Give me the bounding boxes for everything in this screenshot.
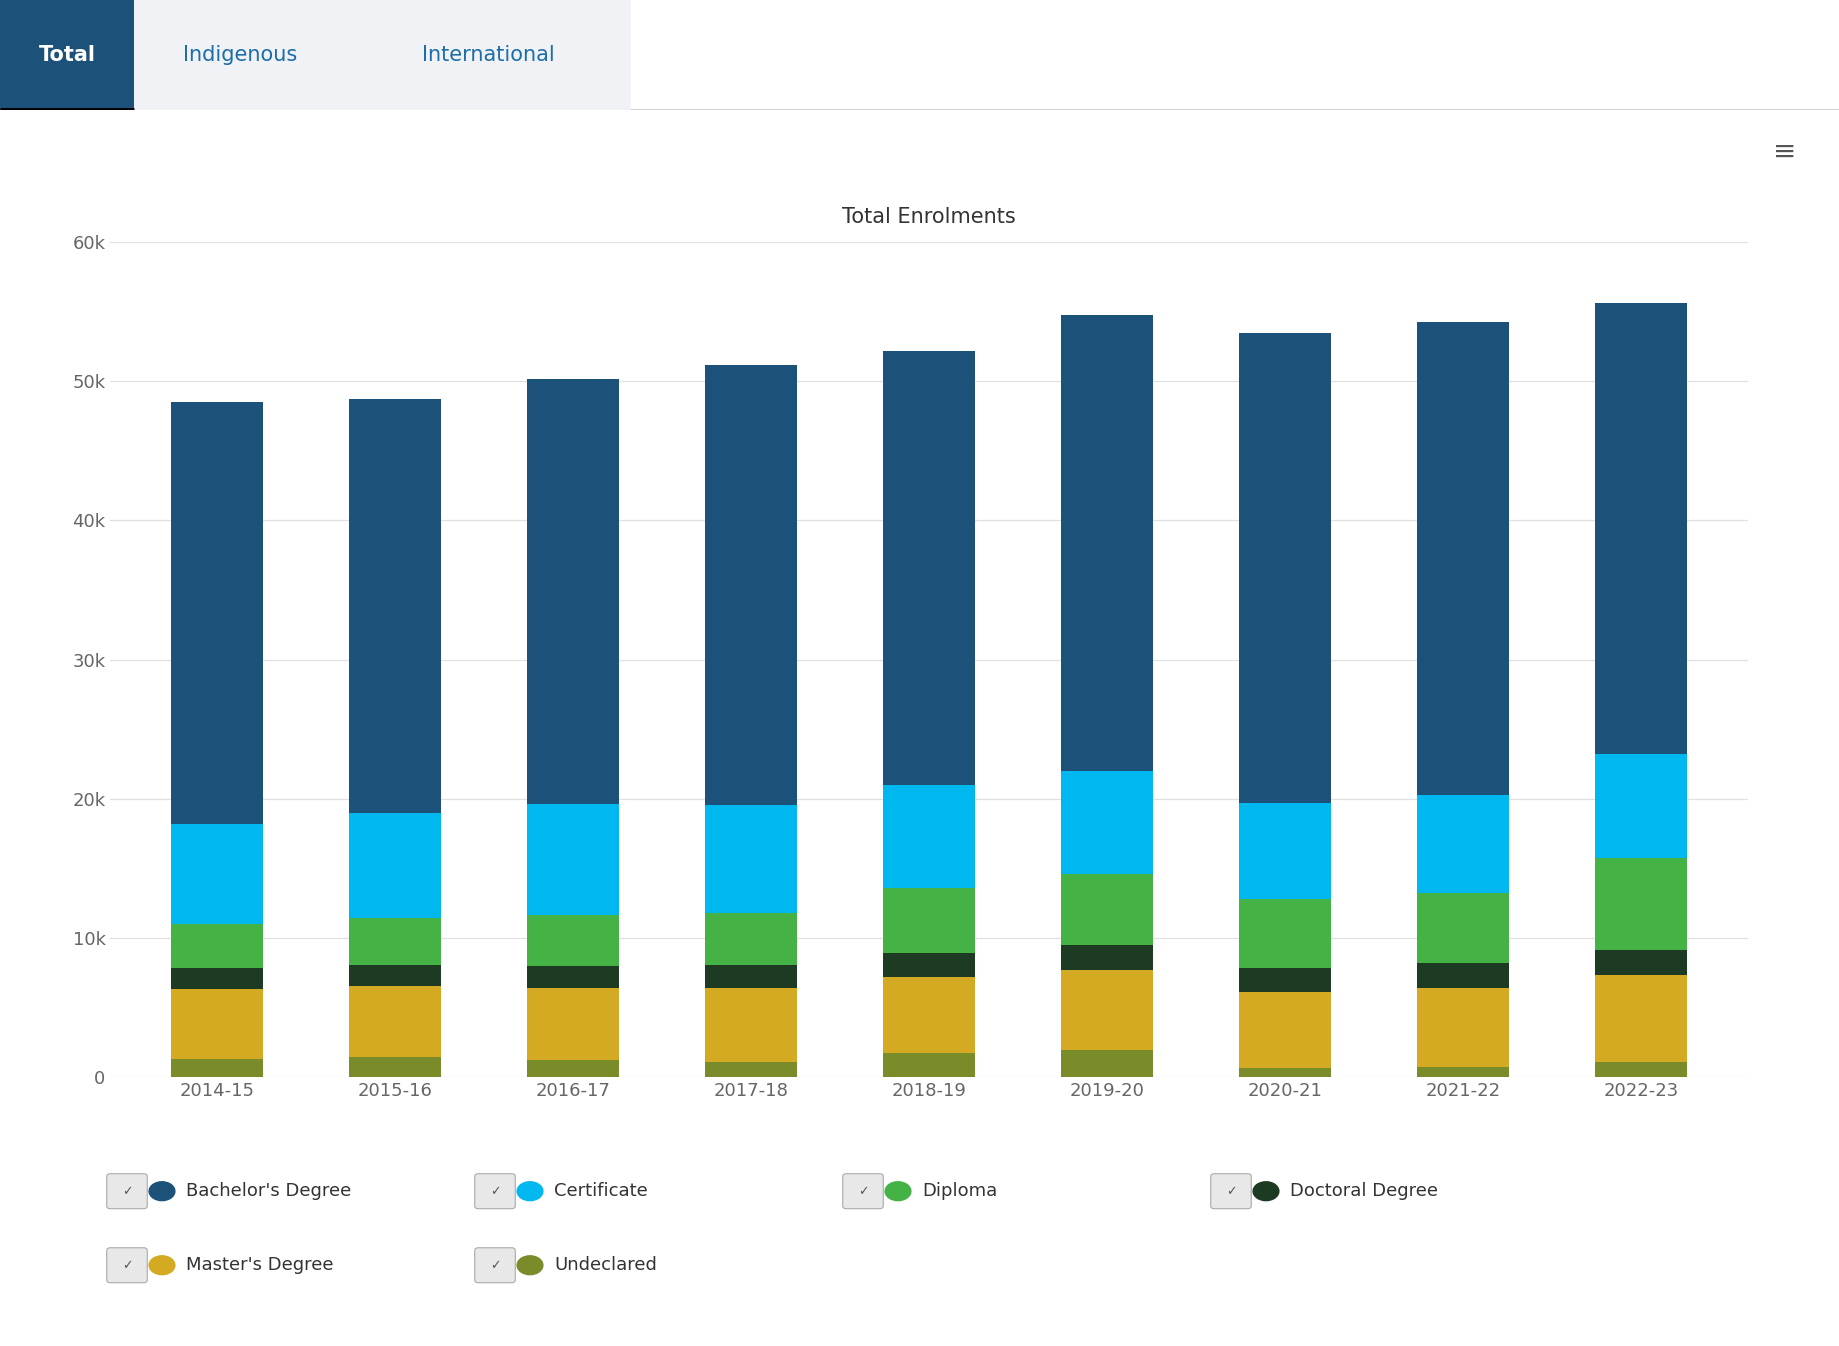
Text: ✓: ✓	[857, 1184, 868, 1198]
Text: ✓: ✓	[1225, 1184, 1236, 1198]
Bar	[1238, 802, 1331, 899]
Bar	[1061, 874, 1153, 945]
Bar	[1416, 1067, 1508, 1077]
Bar	[171, 402, 263, 824]
Bar	[1416, 988, 1508, 1067]
Bar	[1061, 945, 1153, 969]
Text: ✓: ✓	[121, 1184, 132, 1198]
Bar	[171, 968, 263, 989]
Bar	[1594, 1062, 1686, 1077]
Text: ✓: ✓	[489, 1259, 500, 1272]
Bar	[1238, 992, 1331, 1069]
Text: ≡: ≡	[1773, 139, 1795, 166]
Bar	[704, 914, 796, 965]
Bar	[1061, 315, 1153, 771]
Bar	[171, 1059, 263, 1077]
Bar	[883, 351, 975, 785]
Text: ✓: ✓	[489, 1184, 500, 1198]
Bar	[526, 965, 620, 988]
Bar	[349, 398, 441, 813]
Bar	[704, 365, 796, 805]
Bar	[349, 918, 441, 965]
Bar	[1594, 303, 1686, 754]
Bar	[704, 805, 796, 914]
Bar	[1594, 859, 1686, 950]
Bar	[0, 0, 134, 110]
Bar	[1238, 968, 1331, 992]
Title: Total Enrolments: Total Enrolments	[842, 207, 1015, 227]
Text: Total: Total	[39, 46, 96, 65]
Text: Diploma: Diploma	[921, 1182, 997, 1201]
Bar	[1238, 332, 1331, 802]
Bar	[883, 953, 975, 977]
Bar	[1061, 969, 1153, 1050]
Bar	[883, 785, 975, 887]
Bar	[526, 1061, 620, 1077]
Bar	[349, 813, 441, 918]
Bar	[1594, 976, 1686, 1062]
Bar	[526, 988, 620, 1061]
Text: Bachelor's Degree: Bachelor's Degree	[186, 1182, 351, 1201]
Bar	[1416, 795, 1508, 892]
Bar	[704, 988, 796, 1062]
Bar	[526, 915, 620, 965]
Bar	[349, 987, 441, 1058]
Bar	[883, 887, 975, 953]
Bar	[526, 378, 620, 804]
Text: Indigenous: Indigenous	[182, 46, 298, 65]
Bar	[171, 989, 263, 1059]
Bar	[349, 1058, 441, 1077]
Bar	[883, 977, 975, 1053]
Bar	[171, 824, 263, 923]
Bar	[704, 965, 796, 988]
Bar	[1061, 1050, 1153, 1077]
Bar	[704, 1062, 796, 1077]
Text: International: International	[421, 46, 555, 65]
Text: Doctoral Degree: Doctoral Degree	[1289, 1182, 1436, 1201]
Text: Certificate: Certificate	[554, 1182, 647, 1201]
Text: Master's Degree: Master's Degree	[186, 1256, 333, 1275]
Bar	[346, 0, 631, 110]
Bar	[349, 965, 441, 987]
Bar	[1594, 754, 1686, 859]
Bar	[1416, 322, 1508, 795]
Bar	[171, 923, 263, 968]
Text: ✓: ✓	[121, 1259, 132, 1272]
Bar	[1061, 771, 1153, 874]
Bar	[1416, 892, 1508, 964]
Bar	[883, 1053, 975, 1077]
Bar	[1238, 899, 1331, 968]
Bar	[134, 0, 346, 110]
Text: Undeclared: Undeclared	[554, 1256, 657, 1275]
Bar	[1238, 1069, 1331, 1077]
Bar	[1416, 964, 1508, 988]
Bar	[526, 804, 620, 915]
Bar	[1594, 950, 1686, 976]
